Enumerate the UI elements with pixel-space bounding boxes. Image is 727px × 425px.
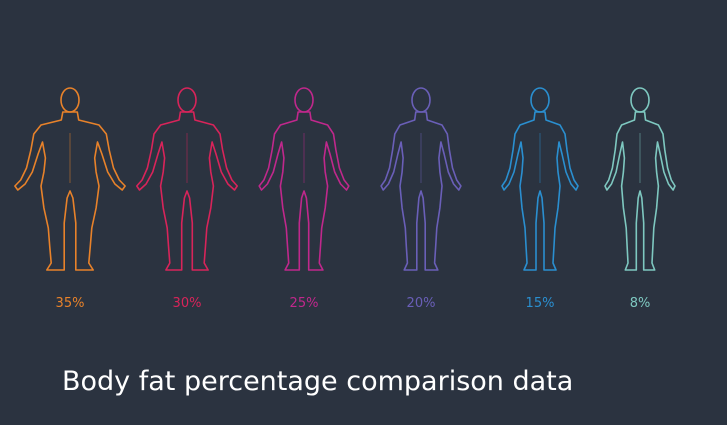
fat-label: 20% [407, 296, 436, 311]
body-figure: 25% [258, 87, 350, 311]
body-figure: 20% [380, 87, 462, 311]
head [630, 87, 650, 113]
body-outline [604, 111, 676, 271]
fat-label: 25% [290, 296, 319, 311]
head [177, 87, 197, 113]
body-outline [380, 111, 462, 271]
body-outline [501, 111, 579, 271]
fat-label: 30% [173, 296, 202, 311]
head [60, 87, 80, 113]
figures: 35% 30% 25% 20% 15% 8% [14, 87, 676, 311]
fat-label: 15% [526, 296, 555, 311]
head [294, 87, 314, 113]
fat-label: 35% [56, 296, 85, 311]
body-outline [14, 111, 126, 271]
head [530, 87, 550, 113]
head [411, 87, 431, 113]
body-outline [136, 111, 238, 271]
body-figure: 35% [14, 87, 126, 311]
fat-label: 8% [630, 296, 651, 311]
title: Body fat percentage comparison data [62, 366, 573, 397]
body-figure: 30% [136, 87, 238, 311]
body-figure: 8% [604, 87, 676, 311]
body-figure: 15% [501, 87, 579, 311]
body-outline [258, 111, 350, 271]
